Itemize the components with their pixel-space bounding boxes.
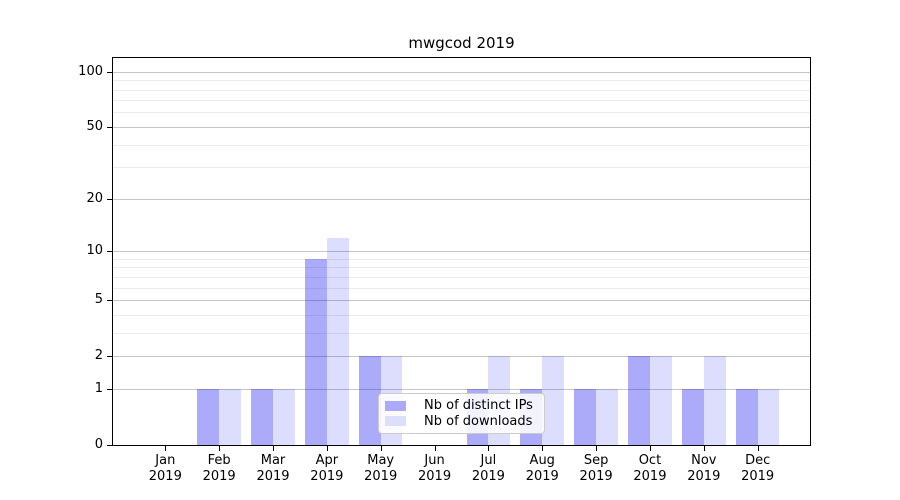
y-tick-label: 20 (86, 190, 103, 206)
x-tick-label: Sep 2019 (579, 453, 613, 484)
x-tick (649, 446, 651, 451)
bar-distinct-ips (682, 388, 704, 445)
x-tick-label: Feb 2019 (202, 453, 236, 484)
major-gridline (113, 300, 810, 302)
legend-label-downloads: Nb of downloads (424, 413, 533, 429)
y-tick-label: 1 (94, 380, 103, 396)
y-tick (107, 126, 112, 128)
minor-gridline (113, 144, 810, 146)
bar-downloads (757, 388, 780, 445)
y-tick (107, 445, 112, 446)
x-tick-label: Dec 2019 (741, 453, 775, 484)
legend-swatch-distinct-ips (385, 400, 406, 411)
y-tick-label: 50 (86, 118, 103, 134)
minor-gridline (113, 258, 810, 260)
y-tick-label: 0 (94, 437, 103, 452)
major-gridline (113, 251, 810, 253)
chart-title: mwgcod 2019 (408, 34, 515, 52)
x-tick (542, 446, 544, 451)
bar-distinct-ips (628, 356, 650, 445)
bar-downloads (273, 388, 295, 445)
y-tick-label: 2 (94, 348, 103, 364)
bar-downloads (219, 388, 241, 445)
x-tick (165, 446, 167, 451)
bar-downloads (326, 237, 349, 445)
minor-gridline (113, 314, 810, 316)
y-tick (107, 71, 112, 73)
y-tick (107, 300, 112, 302)
major-gridline (113, 71, 810, 73)
x-tick-label: Apr 2019 (310, 453, 344, 484)
y-tick-label: 10 (86, 243, 103, 259)
x-tick (703, 446, 705, 451)
x-tick (219, 446, 221, 451)
minor-gridline (113, 112, 810, 114)
minor-gridline (113, 276, 810, 278)
bar-downloads (649, 356, 672, 445)
x-tick-label: Mar 2019 (256, 453, 290, 484)
x-tick (326, 446, 328, 451)
minor-gridline (113, 167, 810, 169)
x-tick (434, 446, 436, 451)
x-tick-label: Jan 2019 (148, 453, 182, 484)
minor-gridline (113, 100, 810, 102)
minor-gridline (113, 332, 810, 334)
y-tick (107, 251, 112, 253)
bar-distinct-ips (574, 388, 597, 445)
legend-swatch-downloads (385, 416, 406, 427)
y-tick (107, 388, 112, 390)
x-tick-label: Jun 2019 (418, 453, 452, 484)
x-tick (488, 446, 490, 451)
minor-gridline (113, 267, 810, 269)
x-tick-label: May 2019 (364, 453, 398, 484)
x-tick-label: Aug 2019 (525, 453, 559, 484)
x-tick (380, 446, 382, 451)
x-tick (757, 446, 759, 451)
x-tick-label: Nov 2019 (687, 453, 721, 484)
legend-item-distinct-ips: Nb of distinct IPs (385, 398, 538, 414)
x-tick (596, 446, 598, 451)
plot-area (113, 58, 810, 445)
y-tick-label: 5 (94, 292, 103, 308)
legend-label-distinct-ips: Nb of distinct IPs (424, 398, 533, 414)
x-tick (273, 446, 274, 451)
major-gridline (113, 356, 810, 358)
bar-distinct-ips (735, 388, 758, 445)
bar-downloads (542, 356, 565, 445)
minor-gridline (113, 287, 810, 289)
x-tick-label: Jul 2019 (471, 453, 505, 484)
minor-gridline (113, 80, 810, 82)
bar-distinct-ips (305, 258, 327, 445)
major-gridline (113, 198, 810, 200)
bar-downloads (703, 356, 726, 445)
major-gridline (113, 388, 810, 390)
bar-distinct-ips (251, 388, 273, 445)
minor-gridline (113, 89, 810, 91)
x-tick-label: Oct 2019 (633, 453, 667, 484)
legend-item-downloads: Nb of downloads (385, 414, 538, 430)
bar-distinct-ips (197, 388, 220, 445)
y-tick-label: 100 (78, 63, 103, 79)
bar-downloads (596, 388, 618, 445)
y-tick (107, 356, 112, 358)
y-tick (107, 198, 112, 200)
major-gridline (113, 126, 810, 128)
bar-distinct-ips (358, 356, 381, 445)
legend: Nb of distinct IPs Nb of downloads (378, 393, 545, 434)
